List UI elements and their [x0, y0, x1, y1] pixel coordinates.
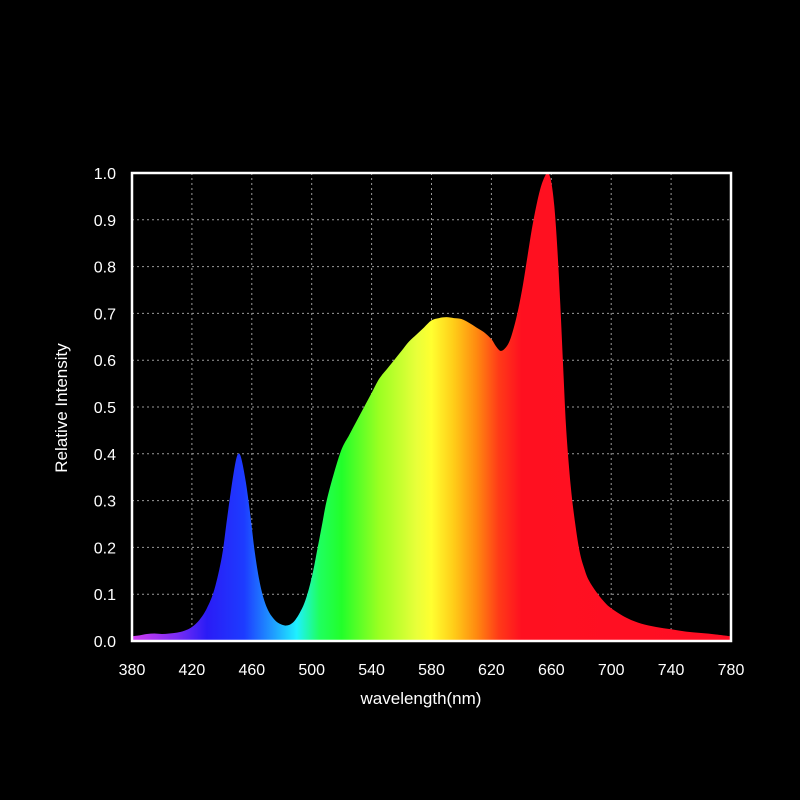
- y-tick-labels: 0.0 0.1 0.2 0.3 0.4 0.5 0.6 0.7 0.8 0.9 1.0: [94, 166, 116, 651]
- y-tick-label: 1.0: [94, 166, 116, 183]
- y-axis-title: Relative Intensity: [52, 343, 71, 473]
- x-tick-label: 580: [418, 662, 445, 679]
- y-tick-label: 0.3: [94, 494, 116, 511]
- x-tick-label: 500: [298, 662, 325, 679]
- x-tick-label: 380: [119, 662, 146, 679]
- x-tick-labels: 380 420 460 500 540 580 620 660 700 740 780: [119, 662, 745, 679]
- y-tick-label: 0.1: [94, 587, 116, 604]
- x-tick-label: 420: [179, 662, 206, 679]
- x-axis-title: wavelength(nm): [360, 689, 482, 708]
- x-tick-label: 460: [238, 662, 265, 679]
- y-tick-label: 0.0: [94, 634, 116, 651]
- spectrum-area: [132, 173, 731, 641]
- y-tick-label: 0.7: [94, 306, 116, 323]
- x-tick-label: 620: [478, 662, 505, 679]
- y-tick-label: 0.5: [94, 400, 116, 417]
- x-tick-label: 540: [358, 662, 385, 679]
- x-tick-label: 740: [658, 662, 685, 679]
- y-tick-label: 0.8: [94, 260, 116, 277]
- y-tick-label: 0.2: [94, 540, 116, 557]
- y-tick-label: 0.6: [94, 353, 116, 370]
- x-tick-label: 660: [538, 662, 565, 679]
- y-tick-label: 0.4: [94, 447, 116, 464]
- x-tick-label: 780: [718, 662, 745, 679]
- plot-frame: [130, 171, 733, 643]
- y-tick-label: 0.9: [94, 213, 116, 230]
- x-tick-label: 700: [598, 662, 625, 679]
